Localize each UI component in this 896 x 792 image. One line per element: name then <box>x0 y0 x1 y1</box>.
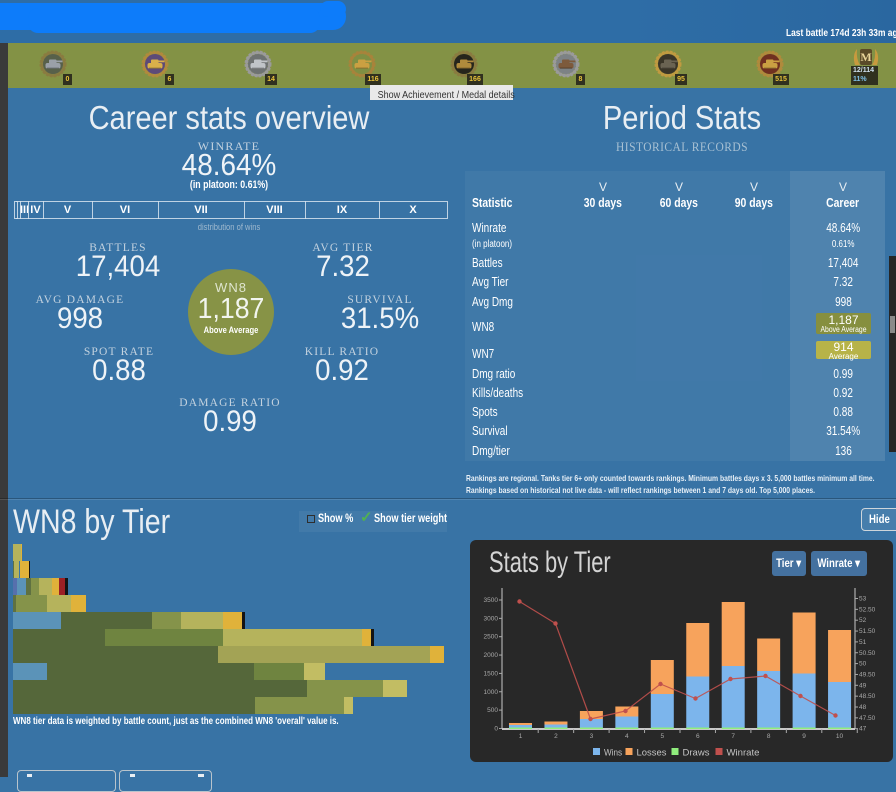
svg-text:8: 8 <box>767 733 771 740</box>
svg-text:2: 2 <box>554 733 558 740</box>
svg-text:3000: 3000 <box>484 615 499 622</box>
svg-text:47: 47 <box>859 726 867 733</box>
svg-text:51.50: 51.50 <box>859 628 876 635</box>
svg-text:49.50: 49.50 <box>859 671 876 678</box>
svg-text:0: 0 <box>494 725 498 732</box>
svg-text:49: 49 <box>859 682 867 689</box>
svg-text:3: 3 <box>590 733 594 740</box>
svg-text:2500: 2500 <box>484 634 499 641</box>
svg-text:Winrate: Winrate <box>727 748 760 758</box>
svg-text:5: 5 <box>660 733 664 740</box>
svg-text:6: 6 <box>696 733 700 740</box>
svg-text:1000: 1000 <box>484 689 499 696</box>
svg-text:53: 53 <box>859 596 867 603</box>
svg-text:Draws: Draws <box>683 748 711 758</box>
svg-text:3500: 3500 <box>484 597 499 604</box>
svg-text:9: 9 <box>802 733 806 740</box>
svg-text:M: M <box>860 50 871 64</box>
svg-text:1500: 1500 <box>484 670 499 677</box>
svg-text:51: 51 <box>859 639 867 646</box>
svg-text:Losses: Losses <box>637 748 668 758</box>
svg-text:50.50: 50.50 <box>859 650 876 657</box>
svg-text:7: 7 <box>731 733 735 740</box>
svg-text:4: 4 <box>625 733 629 740</box>
svg-text:500: 500 <box>487 707 498 714</box>
svg-text:47.50: 47.50 <box>859 715 876 722</box>
svg-text:Wins: Wins <box>604 748 622 758</box>
svg-text:50: 50 <box>859 661 867 668</box>
svg-text:48: 48 <box>859 704 867 711</box>
svg-text:52: 52 <box>859 617 867 624</box>
svg-text:52.50: 52.50 <box>859 606 876 613</box>
svg-text:10: 10 <box>836 733 844 740</box>
svg-text:2000: 2000 <box>484 652 499 659</box>
svg-text:1: 1 <box>519 733 523 740</box>
svg-text:48.50: 48.50 <box>859 693 876 700</box>
